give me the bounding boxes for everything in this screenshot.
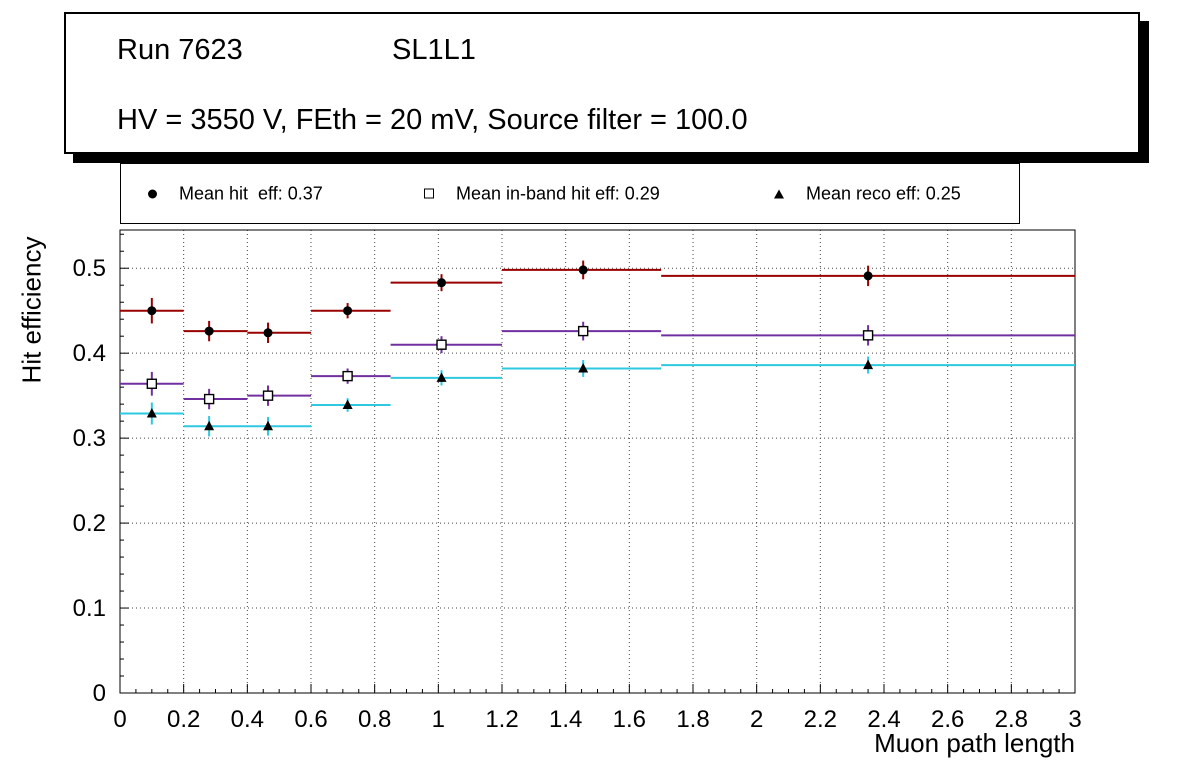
y-tick-label: 0.1 [73,595,106,622]
data-point [342,370,353,382]
series-in-band-hit-eff [120,321,1075,410]
data-point [863,271,873,281]
x-axis-title: Muon path length [874,728,1075,758]
y-tick-label: 0.2 [73,510,106,537]
series-hit-eff [120,260,1075,343]
data-point [146,408,157,418]
y-tick-label: 0 [93,680,106,707]
data-point [204,326,214,336]
x-tick-label: 2.2 [804,706,837,733]
data-point [436,339,447,350]
data-point [578,362,589,373]
filled-triangle-marker-icon [774,189,784,198]
data-point [262,390,274,401]
legend: Mean hit eff: 0.37 Mean in-band hit eff:… [120,163,1020,224]
x-tick-label: 0.4 [231,706,264,733]
legend-label-reco-eff: Mean reco eff: 0.25 [806,183,961,203]
x-tick-label: 2 [750,706,763,733]
data-point [147,306,157,316]
plot-frame [119,229,1076,694]
data-point [342,399,353,410]
x-tick-label: 1.4 [549,706,582,733]
x-tick-label: 1.2 [485,706,518,733]
data-point [204,420,215,431]
conditions-label: HV = 3550 V, FEth = 20 mV, Source filter… [117,104,748,136]
data-point [863,359,874,370]
y-tick-label: 0.5 [73,255,106,282]
data-point [146,378,158,389]
data-point [436,372,447,382]
legend-entry-hit-eff: Mean hit eff: 0.37 [148,183,323,204]
x-tick-label: 0.2 [167,706,200,733]
data-point [263,420,274,431]
x-tick-label: 0.6 [294,706,327,733]
x-tick-label: 1 [432,706,445,733]
y-tick-label: 0.3 [73,425,106,452]
filled-circle-marker-icon [148,189,157,198]
title-pave: Run 7623 SL1L1 HV = 3550 V, FEth = 20 mV… [64,12,1140,154]
legend-label-hit-eff: Mean hit eff: 0.37 [179,183,323,203]
x-tick-label: 0 [113,706,126,733]
x-tick-label: 2.4 [867,706,900,733]
legend-entry-reco-eff: Mean reco eff: 0.25 [774,183,961,204]
data-point [862,330,874,341]
x-tick-label: 0.8 [358,706,391,733]
data-point [577,325,589,337]
data-point [343,306,353,316]
x-tick-label: 2.8 [995,706,1028,733]
x-tick-label: 1.8 [676,706,709,733]
x-tick-label: 3 [1068,706,1081,733]
run-label: Run 7623 [117,34,243,66]
legend-entry-in-band-hit-eff: Mean in-band hit eff: 0.29 [424,183,660,204]
y-tick-label: 0.4 [73,340,106,367]
data-point [203,393,215,405]
chamber-label: SL1L1 [392,34,476,66]
data-point [437,278,447,288]
open-square-marker-icon [424,188,434,199]
x-tick-label: 2.6 [931,706,964,733]
data-point [263,328,273,338]
x-tick-label: 1.6 [613,706,646,733]
data-point [578,265,588,275]
legend-label-in-band-hit-eff: Mean in-band hit eff: 0.29 [456,183,660,203]
series-reco-eff [120,356,1075,437]
